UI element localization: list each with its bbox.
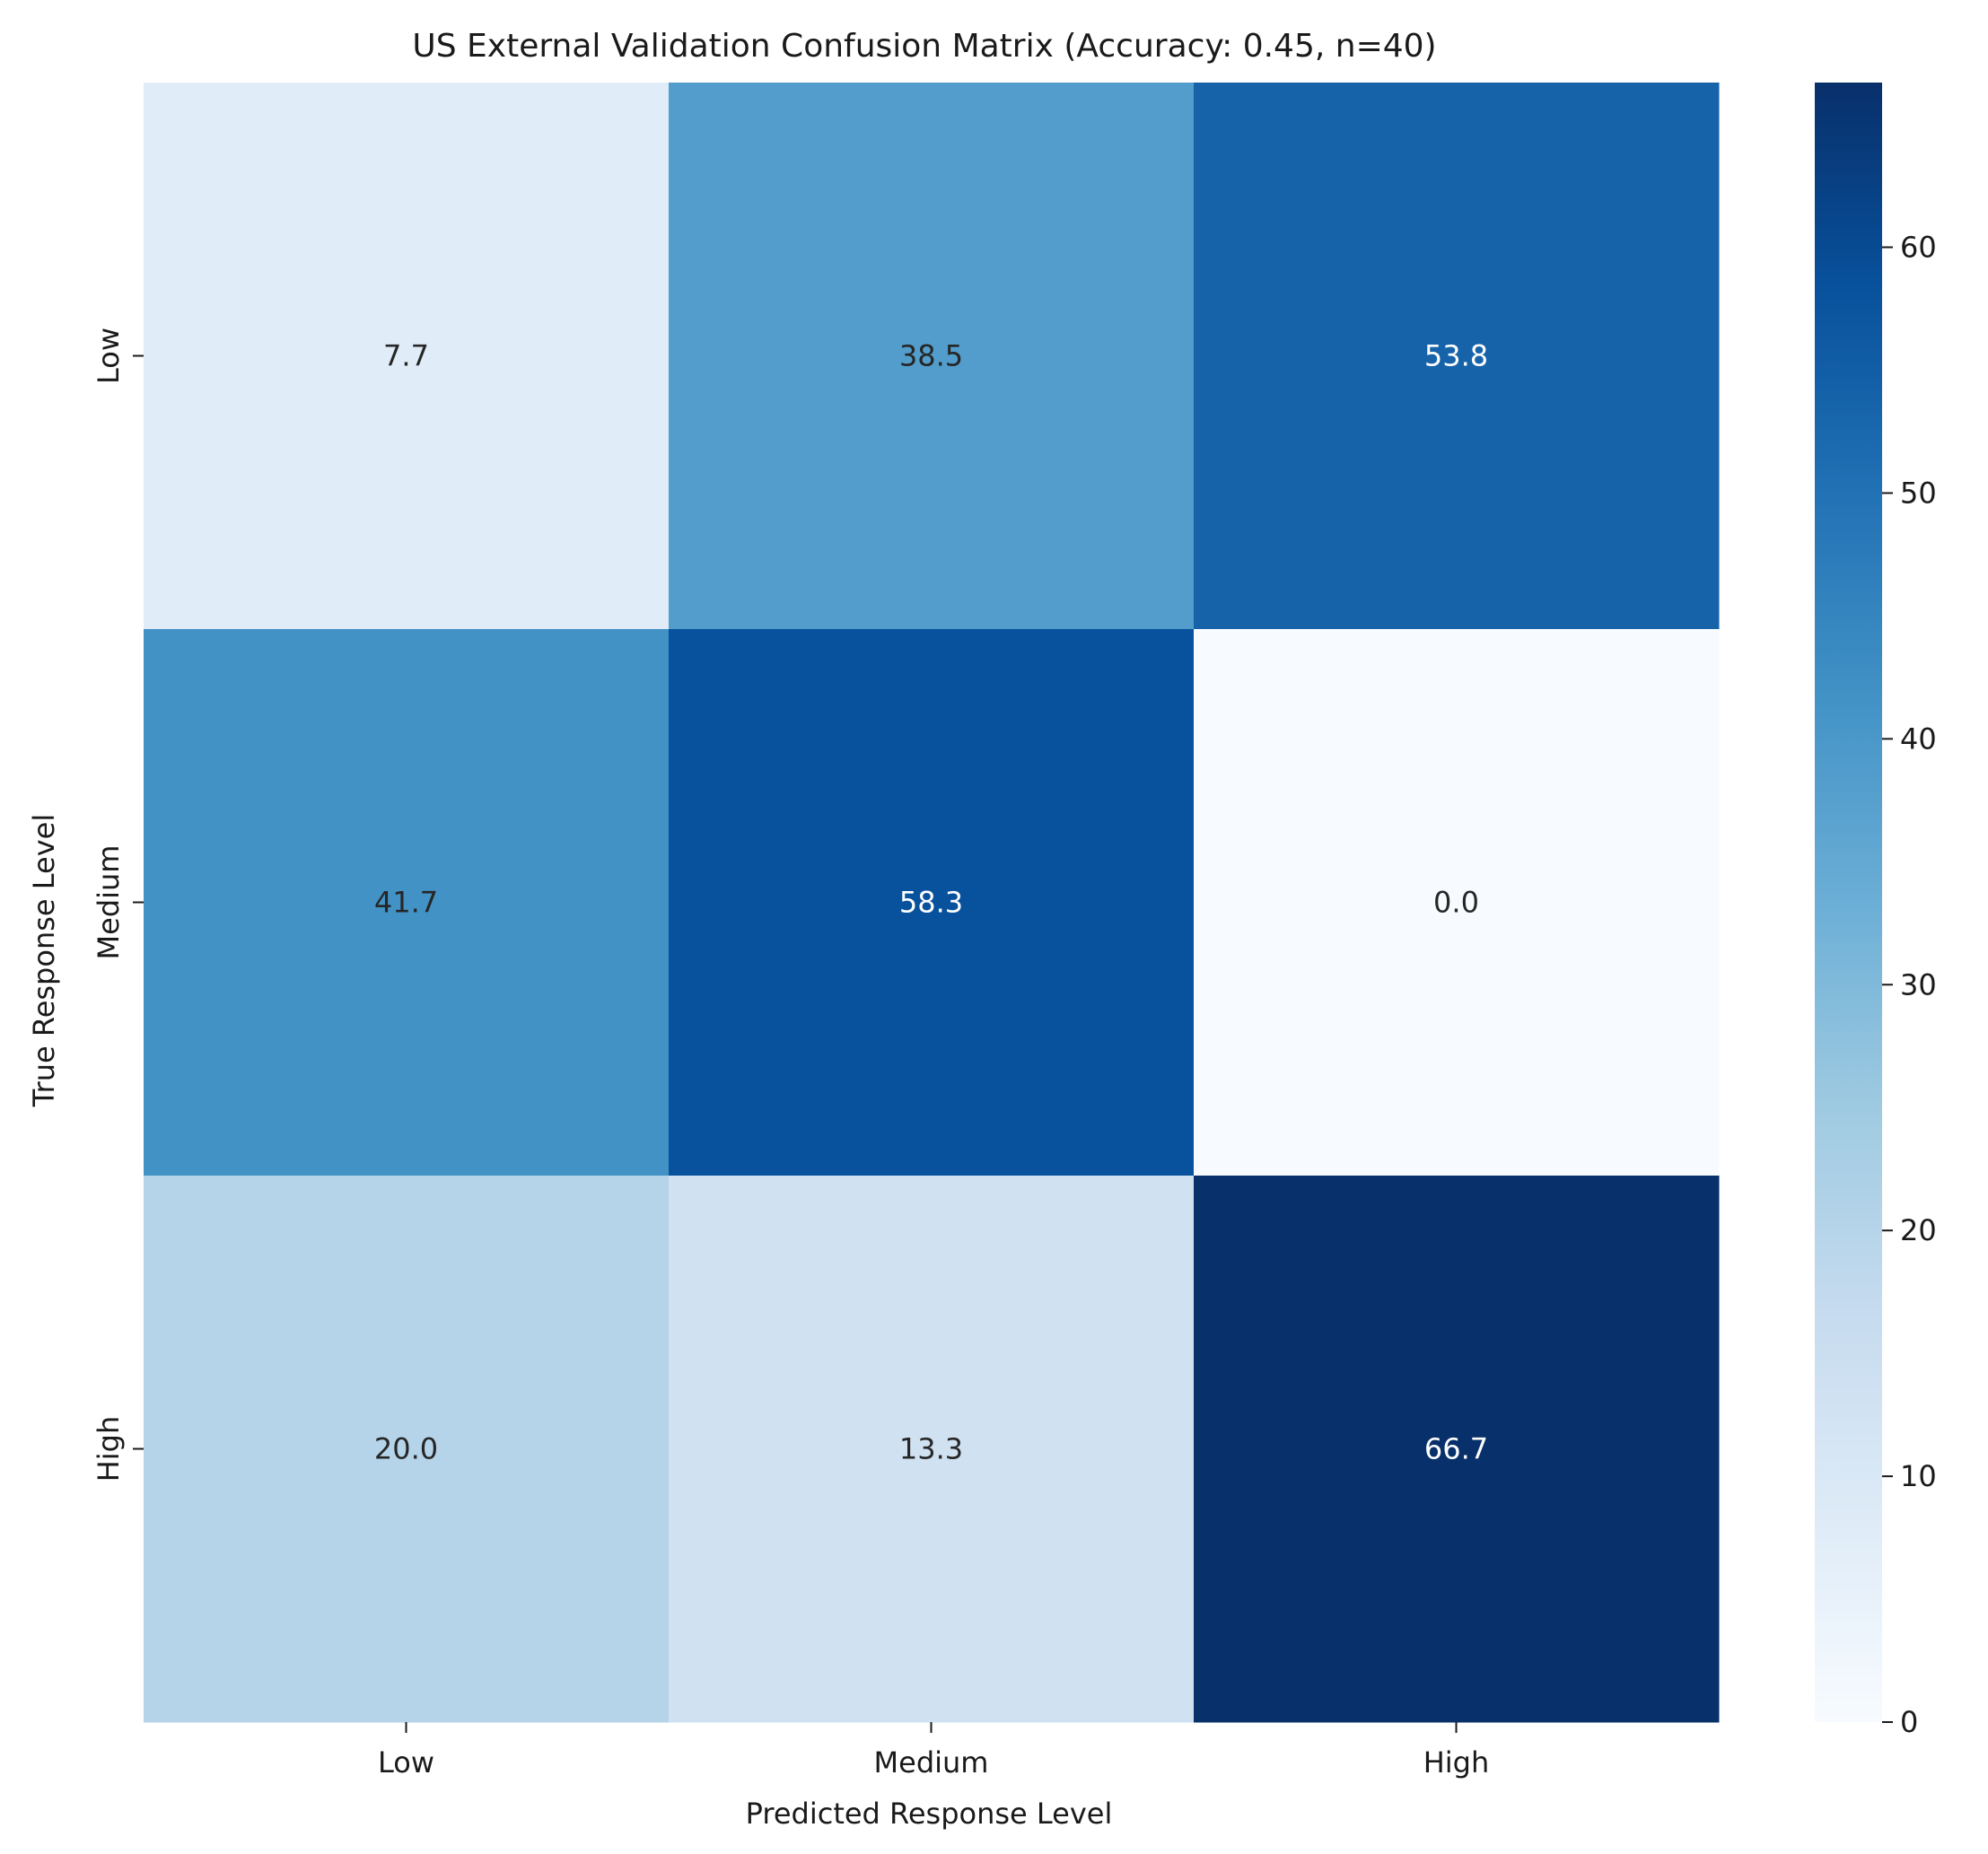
colorbar-tick-label: 0: [1900, 1705, 1918, 1739]
y-tick-label: Medium: [92, 845, 126, 960]
heatmap-cell: [144, 629, 670, 1176]
heatmap-cell-label: 7.7: [383, 339, 429, 373]
heatmap-cell: [1194, 1176, 1720, 1723]
colorbar-ticks: 0 10 20 30 40 50 60: [1882, 231, 1937, 1739]
colorbar-tick-label: 50: [1900, 476, 1937, 510]
y-tick-label: High: [92, 1416, 126, 1482]
x-axis: Low Medium High: [378, 1722, 1489, 1780]
heatmap-cell: [669, 83, 1195, 630]
heatmap-cell: [144, 1176, 670, 1723]
heatmap-cell: [144, 83, 670, 630]
colorbar-tick-label: 30: [1900, 967, 1937, 1001]
heatmap-cell-label: 58.3: [899, 886, 963, 920]
colorbar-tick-label: 40: [1900, 721, 1937, 756]
heatmap-cell: [669, 629, 1195, 1176]
heatmap-cell: [1194, 629, 1720, 1176]
y-axis-label: True Response Level: [27, 814, 61, 1107]
x-tick-label: Low: [378, 1745, 434, 1780]
heatmap-cell-label: 41.7: [374, 886, 438, 920]
heatmap-cell-labels: 7.7 38.5 53.8 41.7 58.3 0.0 20.0 13.3 66.7: [374, 339, 1488, 1466]
x-tick-label: Medium: [874, 1745, 989, 1780]
y-axis: Low Medium High: [92, 328, 144, 1482]
heatmap-cell-label: 0.0: [1433, 886, 1479, 920]
chart-title: US External Validation Confusion Matrix …: [412, 28, 1436, 65]
x-tick-label: High: [1423, 1745, 1490, 1780]
heatmap-cell: [1194, 83, 1720, 630]
heatmap-cell-label: 66.7: [1424, 1432, 1488, 1466]
colorbar-tick-label: 10: [1900, 1459, 1937, 1493]
heatmap-cells: [144, 83, 1720, 1723]
heatmap-cell-label: 13.3: [899, 1432, 963, 1466]
heatmap-cell-label: 20.0: [374, 1432, 438, 1466]
colorbar-tick-label: 60: [1900, 231, 1937, 265]
x-axis-label: Predicted Response Level: [746, 1797, 1113, 1831]
heatmap-cell: [669, 1176, 1195, 1723]
colorbar-tick-label: 20: [1900, 1213, 1937, 1247]
colorbar: [1815, 83, 1882, 1722]
heatmap-cell-label: 53.8: [1424, 339, 1488, 373]
y-tick-label: Low: [92, 328, 126, 384]
heatmap-cell-label: 38.5: [899, 339, 963, 373]
